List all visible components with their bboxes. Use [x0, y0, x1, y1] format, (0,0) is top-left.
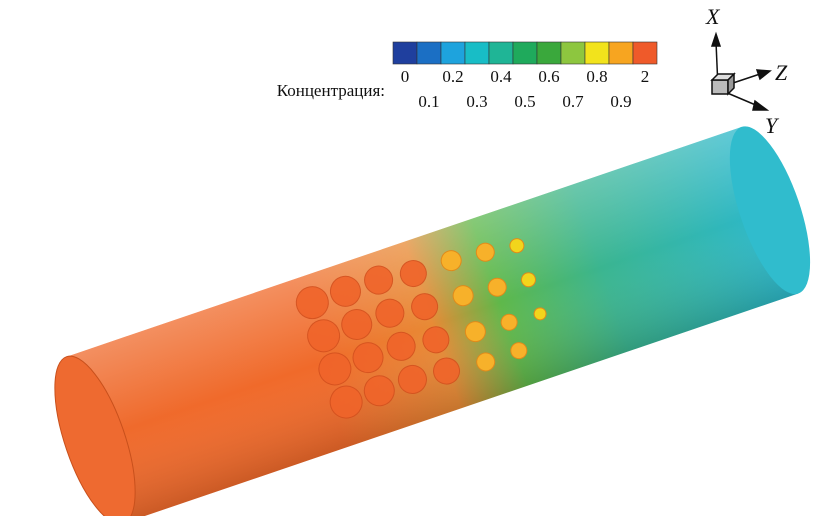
colorbar-tick-label: 0.3: [466, 92, 487, 111]
colorbar-tick-label: 0.8: [586, 67, 607, 86]
colorbar-segment: [393, 42, 417, 64]
axis-triad: [712, 34, 770, 110]
colorbar-segment: [561, 42, 585, 64]
colorbar: 0 0.10.20.30.40.50.60.70.80.9 2: [393, 42, 657, 111]
colorbar-segment: [465, 42, 489, 64]
figure: X Z Y Концентрация: 00.10.20.30.40.50.60…: [0, 0, 822, 516]
axis-label-y: Y: [765, 113, 780, 138]
page: X Z Y Концентрация: 00.10.20.30.40.50.60…: [0, 0, 822, 516]
colorbar-segment: [537, 42, 561, 64]
colorbar-tick-label: 0.5: [514, 92, 535, 111]
colorbar-tick-label: 0.4: [490, 67, 512, 86]
colorbar-segment: [441, 42, 465, 64]
cylinder: [38, 117, 822, 516]
colorbar-segment: [513, 42, 537, 64]
colorbar-segment: [489, 42, 513, 64]
axis-label-z: Z: [775, 60, 788, 85]
colorbar-tick-label: 2: [641, 67, 650, 86]
colorbar-segment: [585, 42, 609, 64]
colorbar-tick-label: 0: [401, 67, 410, 86]
colorbar-segment: [417, 42, 441, 64]
colorbar-label: Концентрация:: [277, 81, 385, 100]
colorbar-tick-label: 0.7: [562, 92, 584, 111]
colorbar-tick-label: 0.1: [418, 92, 439, 111]
colorbar-segment: [633, 42, 657, 64]
colorbar-tick-label: 0.6: [538, 67, 559, 86]
colorbar-segment: [609, 42, 633, 64]
colorbar-tick-label: 0.9: [610, 92, 631, 111]
axis-label-x: X: [705, 4, 721, 29]
colorbar-tick-label: 0.2: [442, 67, 463, 86]
